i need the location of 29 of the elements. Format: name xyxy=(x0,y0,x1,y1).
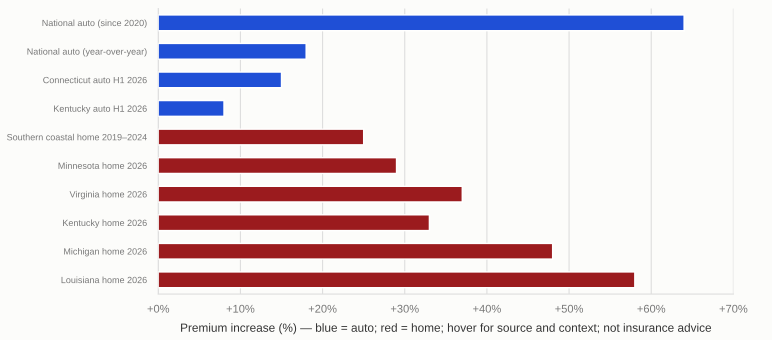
y-tick-label: Kentucky auto H1 2026 xyxy=(54,105,147,114)
x-tick-label: +10% xyxy=(226,304,254,313)
y-tick-label: Louisiana home 2026 xyxy=(62,276,147,284)
y-tick-label: National auto (year-over-year) xyxy=(27,48,147,56)
bar xyxy=(158,128,364,146)
y-tick-label: Virginia home 2026 xyxy=(70,190,147,200)
x-tick-label: +60% xyxy=(637,304,666,313)
y-tick-label: Connecticut auto H1 2026 xyxy=(43,76,147,84)
bar xyxy=(158,71,282,88)
y-tick-label: Southern coastal home 2019–2024 xyxy=(7,134,147,140)
bar xyxy=(158,214,430,232)
bar xyxy=(158,42,307,60)
y-tick-label: National auto (since 2020) xyxy=(42,20,147,28)
x-tick-label: +30% xyxy=(390,304,419,313)
x-tick-label: +50% xyxy=(555,304,584,313)
y-tick-label: Michigan home 2026 xyxy=(64,248,147,256)
x-tick-label: +70% xyxy=(720,304,748,313)
bar xyxy=(158,186,463,203)
x-tick-label: +0% xyxy=(148,304,170,313)
bar xyxy=(158,271,636,288)
x-axis-title: Premium increase (%) — blue = auto; red = home; hover for source and context; not insurance advice xyxy=(181,323,712,334)
y-tick-label: Minnesota home 2026 xyxy=(58,162,147,169)
bar xyxy=(158,242,554,260)
bar xyxy=(158,157,398,174)
y-tick-label: Kentucky home 2026 xyxy=(63,219,147,228)
x-tick-label: +20% xyxy=(308,304,337,313)
bar xyxy=(158,100,225,118)
x-tick-label: +40% xyxy=(473,304,501,313)
bar xyxy=(158,14,685,32)
